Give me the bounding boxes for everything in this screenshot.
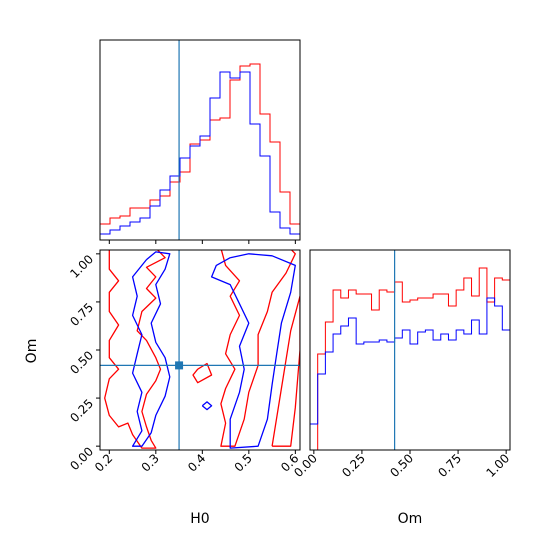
contour-layer	[104, 250, 300, 449]
contour-red-1	[220, 250, 296, 447]
h0-x-tick-label: 0.3	[139, 451, 162, 474]
h0-om-contour-panel: 0.2 0.3 0.4 0.5 0.60.000.250.500.751.00	[67, 249, 301, 475]
x-axis-label-om: Om	[398, 511, 423, 527]
om-y-tick-label: 0.75	[67, 300, 96, 329]
h0-hist-red	[99, 63, 301, 240]
om-hist-red	[310, 267, 511, 451]
contour-blue-0	[131, 251, 171, 447]
contour-red-0	[104, 250, 166, 449]
x-axis-label-h0: H0	[190, 511, 209, 527]
om-y-tick-label: 0.00	[67, 444, 96, 473]
om-x-tick-label: 1.00	[483, 451, 512, 480]
contour-frame	[99, 249, 301, 451]
y-axis-label-om: Om	[24, 339, 40, 364]
h0-x-tick-label: 0.5	[232, 451, 255, 474]
truth-marker	[175, 361, 184, 370]
om-x-tick-label: 0.25	[339, 451, 368, 480]
om-y-tick-label: 1.00	[67, 252, 96, 281]
om-y-tick-label: 0.50	[67, 348, 96, 377]
contour-red-3	[192, 362, 213, 384]
om-hist-blue	[309, 297, 511, 450]
h0-histogram-panel	[99, 39, 301, 244]
contour-blue-1	[210, 253, 296, 449]
om-hist-frame	[309, 249, 511, 451]
om-x-tick-label: 0.75	[435, 451, 464, 480]
h0-x-tick-label: 0.4	[185, 451, 208, 474]
om-histogram-panel: 0.00 0.25 0.50 0.75 1.00	[291, 249, 512, 480]
om-x-tick-label: 0.50	[387, 451, 416, 480]
om-y-tick-label: 0.25	[67, 396, 96, 425]
h0-hist-blue	[99, 71, 301, 240]
contour-blue-2	[201, 401, 213, 411]
contour-red-2	[271, 295, 300, 447]
h0-hist-frame	[99, 39, 301, 241]
